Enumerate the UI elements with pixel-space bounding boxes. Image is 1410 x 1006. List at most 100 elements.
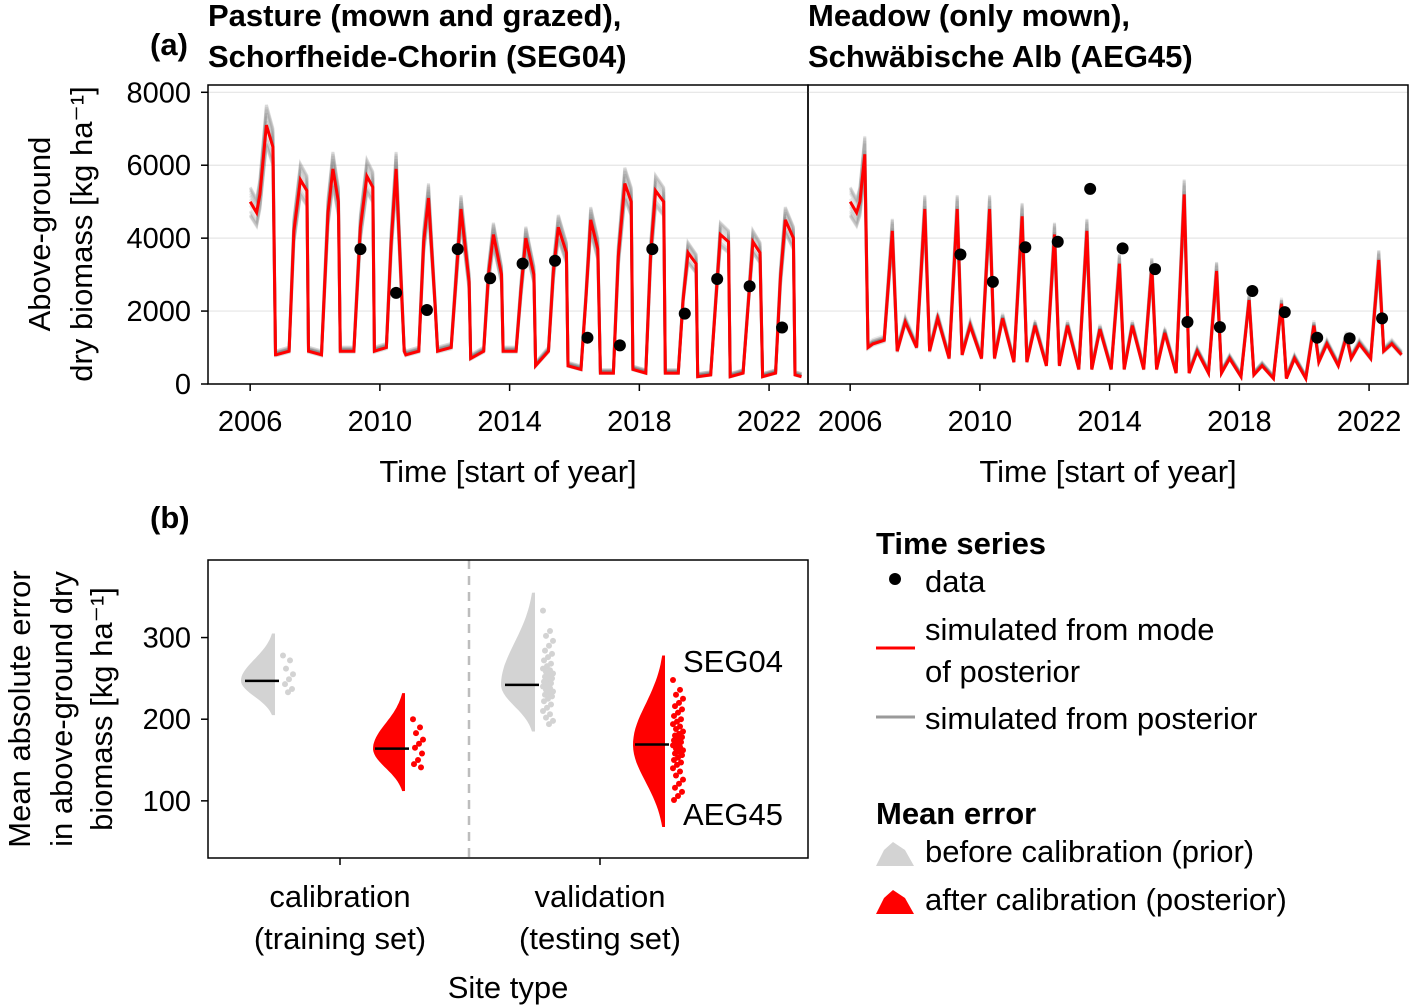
x-tick-label: 2010	[348, 406, 413, 438]
x-tick-label: 2022	[737, 406, 802, 438]
posterior-point	[679, 788, 685, 795]
x-tick-label: 2006	[818, 406, 883, 438]
posterior-point	[673, 691, 679, 698]
prior-point	[282, 681, 288, 688]
posterior-point	[415, 757, 421, 764]
b-y-label-line1: Mean absolute error	[2, 570, 37, 847]
x-tick-label: 2014	[1077, 406, 1142, 438]
y-tick-label: 0	[175, 369, 191, 401]
legend-data-marker	[889, 573, 901, 585]
data-point	[1116, 242, 1129, 255]
right-title-line2: Schwäbische Alb (AEG45)	[808, 39, 1193, 74]
posterior-violin	[373, 693, 405, 792]
posterior-point	[411, 761, 417, 768]
posterior-point	[680, 695, 686, 702]
posterior-point	[674, 761, 680, 768]
prior-point	[546, 721, 552, 728]
prior-point	[283, 665, 289, 672]
data-point	[1278, 306, 1291, 319]
right-x-label: Time [start of year]	[979, 454, 1236, 489]
prior-point	[550, 717, 556, 724]
data-point	[711, 272, 724, 285]
data-point	[1213, 321, 1226, 334]
posterior-point	[676, 780, 682, 787]
posterior-point	[672, 703, 678, 710]
x-tick-label: 2010	[948, 406, 1013, 438]
b-y-label-line3: biomass [kg ha⁻¹]	[84, 587, 119, 831]
prior-point	[547, 711, 553, 718]
posterior-point	[673, 726, 679, 733]
right-x-ticks: 2006 2010 2014 2018 2022	[818, 384, 1401, 438]
posterior-point	[677, 686, 683, 693]
legend-posterior-fill-label: after calibration (posterior)	[925, 882, 1287, 917]
panel-label-a: (a)	[150, 27, 188, 62]
a-y-label-line1: Above-ground	[22, 137, 57, 332]
panel-b: (b) 100 200 300 calibration (training set) v…	[2, 500, 809, 1005]
data-point	[1051, 235, 1064, 248]
annotation-aeg45: AEG45	[683, 797, 783, 832]
data-point	[1149, 263, 1162, 276]
y-tick-label: 4000	[126, 223, 191, 255]
posterior-point	[670, 765, 676, 772]
prior-point	[541, 698, 547, 705]
posterior-point	[417, 724, 423, 731]
prior-point	[290, 671, 296, 678]
posterior-point	[419, 750, 425, 757]
data-point	[613, 339, 626, 352]
left-y-ticks: 0 2000 4000 6000 8000	[126, 77, 208, 401]
posterior-point	[673, 772, 679, 779]
prior-point	[548, 701, 554, 708]
posterior-point	[420, 736, 426, 743]
panel-a-left: (a) Pasture (mown and grazed), Schorfhei…	[22, 0, 809, 489]
posterior-point	[676, 699, 682, 706]
y-tick-label: 200	[143, 704, 191, 736]
b-y-label-line2: in above-ground dry	[44, 571, 79, 847]
data-point	[678, 307, 691, 320]
left-data-points	[354, 243, 789, 352]
legend-prior-label: before calibration (prior)	[925, 834, 1254, 869]
legend-posterior-swatch	[876, 890, 914, 914]
data-point	[484, 272, 497, 285]
x-tick-label: 2022	[1337, 406, 1402, 438]
ensemble-line	[848, 172, 1403, 382]
posterior-point	[416, 740, 422, 747]
data-point	[986, 275, 999, 288]
b-y-ticks: 100 200 300	[143, 623, 208, 818]
left-title-line2: Schorfheide-Chorin (SEG04)	[208, 39, 627, 74]
x-tick-label: (training set)	[254, 921, 426, 956]
right-title-line1: Meadow (only mown),	[808, 0, 1130, 33]
y-tick-label: 300	[143, 623, 191, 655]
posterior-point	[410, 716, 416, 723]
right-axes-frame	[807, 84, 1409, 385]
x-tick-label: 2018	[607, 406, 672, 438]
x-tick-label: 2014	[477, 406, 542, 438]
x-tick-label: 2018	[1207, 406, 1272, 438]
b-axes-frame	[207, 559, 809, 859]
violins	[241, 592, 686, 827]
prior-point	[543, 714, 549, 721]
x-tick-label: calibration	[269, 879, 410, 914]
data-point	[390, 286, 403, 299]
posterior-point	[418, 764, 424, 771]
right-data-points	[954, 182, 1389, 345]
posterior-point	[671, 797, 677, 804]
y-tick-label: 2000	[126, 296, 191, 328]
legend-title-mean-error: Mean error	[876, 796, 1036, 831]
data-point	[1311, 331, 1324, 344]
prior-point	[542, 647, 548, 654]
data-point	[581, 331, 594, 344]
left-title-line1: Pasture (mown and grazed),	[208, 0, 621, 33]
posterior-point	[675, 792, 681, 799]
posterior-point	[671, 757, 677, 764]
panel-label-b: (b)	[150, 500, 190, 535]
data-point	[451, 243, 464, 256]
legend-title-time-series: Time series	[876, 526, 1046, 561]
legend-mode-label-line2: of posterior	[925, 654, 1080, 689]
prior-violin	[241, 633, 275, 716]
data-point	[354, 243, 367, 256]
prior-point	[286, 676, 292, 683]
annotation-seg04: SEG04	[683, 644, 783, 679]
prior-violin	[501, 592, 535, 732]
prior-point	[541, 657, 547, 664]
data-point	[954, 248, 967, 261]
